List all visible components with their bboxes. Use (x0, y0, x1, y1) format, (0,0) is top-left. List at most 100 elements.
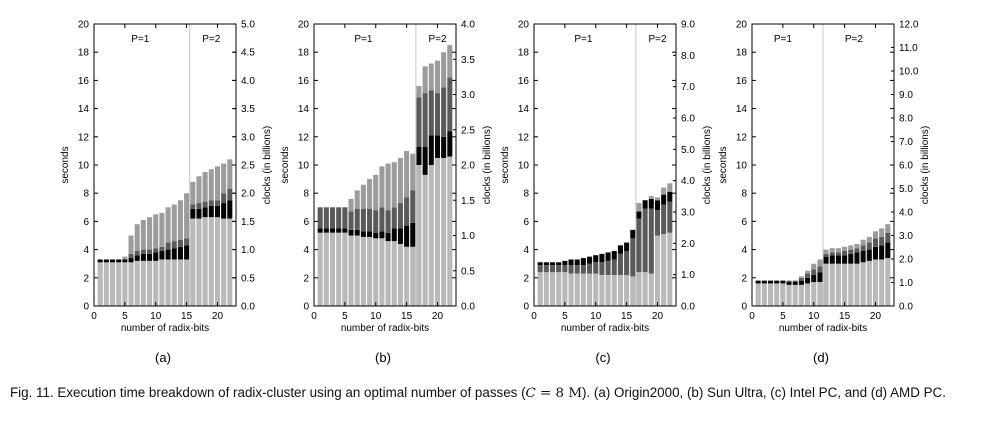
bar-segment (391, 228, 397, 242)
chart-panel-2: 0 2 4 6 8 10 12 14 16 18 20 0.0 0.5 1.0 1.5 2.0 2.5 3.0 3.… (280, 20, 493, 366)
y2-tick-label: 1.0 (241, 245, 255, 256)
bar-segment (190, 218, 196, 306)
bar-segment (580, 273, 586, 306)
bar-segment (661, 234, 667, 306)
y-tick-label: 14 (78, 104, 90, 115)
bar-segment (116, 259, 122, 263)
bar-segment (842, 246, 848, 252)
bar-segment (872, 238, 879, 247)
y-tick-label: 2 (741, 273, 747, 284)
y-tick-label: 6 (303, 217, 309, 228)
bar-segment (562, 260, 568, 266)
y2-tick-label: 2.0 (241, 189, 255, 200)
bar-segment (835, 255, 841, 264)
bar-segment (323, 228, 329, 233)
bar-segment (636, 218, 642, 273)
y-tick-label: 20 (736, 20, 748, 31)
bar-segment (190, 208, 196, 219)
bar-segment (811, 282, 817, 306)
bar-segment (147, 249, 153, 254)
caption-math-unit: M (568, 386, 583, 401)
caption-math-eq: = 8 (535, 386, 569, 401)
bar-segment (208, 205, 214, 218)
y2-tick-label: 3.0 (681, 208, 695, 219)
bar-segment (147, 217, 153, 250)
bar-segment (214, 217, 221, 306)
bar-segment (661, 187, 667, 195)
bar-segment (549, 272, 556, 306)
x-tick-label: 10 (150, 311, 162, 322)
panel-label: (b) (375, 350, 391, 365)
bar-segment (805, 273, 811, 278)
bar-segment (434, 157, 441, 306)
y2-tick-label: 4.0 (461, 20, 475, 31)
bar-segment (379, 231, 385, 239)
y-tick-label: 12 (78, 132, 90, 143)
bar-segment (661, 204, 667, 235)
bar-segment (404, 246, 410, 306)
panel-label: (d) (813, 350, 829, 365)
y-tick-label: 20 (78, 20, 90, 31)
bar-segment (755, 283, 761, 306)
bar-segment (848, 249, 854, 254)
bar-segment (428, 90, 434, 136)
bar-segment (636, 272, 642, 306)
bar-segment (599, 253, 605, 263)
bar-segment (835, 252, 841, 256)
bar-segment (556, 265, 562, 273)
bar-segment (866, 236, 872, 243)
y-tick-label: 14 (518, 104, 530, 115)
bar-segment (767, 280, 774, 284)
y-tick-label: 8 (303, 189, 309, 200)
bar-segment (829, 252, 835, 256)
y2-tick-label: 3.5 (241, 104, 255, 115)
x-tick-label: 0 (91, 311, 97, 322)
bar-segment (630, 276, 636, 306)
bar-segment (348, 235, 354, 306)
bar-segment (391, 241, 397, 306)
bar-segment (159, 212, 165, 247)
bar-segment (221, 163, 227, 194)
x-tick-label: 0 (311, 311, 317, 322)
bar-segment (661, 194, 667, 205)
bar-segment (122, 262, 128, 306)
bar-segment (549, 265, 556, 273)
bar-segment (593, 273, 599, 306)
bar-segment (798, 276, 804, 278)
bar-segment (842, 255, 848, 264)
x-axis-title: number of radix-bits (341, 323, 429, 334)
bar-segment (829, 255, 835, 264)
bar-segment (140, 260, 146, 306)
bar-segment (416, 146, 422, 165)
bar-segment (202, 207, 208, 218)
y2-tick-label: 9.0 (899, 90, 913, 101)
bar-segment (786, 280, 792, 283)
y-axis-title: seconds (60, 146, 71, 183)
bar-segment (227, 200, 233, 219)
y2-tick-label: 1.5 (461, 196, 475, 207)
x-tick-label: 20 (212, 311, 224, 322)
bar-segment (342, 207, 348, 229)
bar-segment (593, 262, 599, 274)
y-tick-label: 0 (741, 302, 747, 313)
y-tick-label: 10 (78, 161, 90, 172)
bar-segment (134, 251, 140, 256)
bar-segment (385, 163, 391, 211)
bar-segment (385, 232, 391, 242)
bar-segment (373, 210, 379, 233)
bar-segment (605, 252, 611, 261)
bar-segment (805, 283, 811, 306)
bar-segment (811, 263, 817, 270)
y-tick-label: 2 (303, 273, 309, 284)
bar-segment (379, 207, 385, 232)
bar-segment (329, 232, 336, 306)
bar-segment (580, 258, 586, 266)
bar-segment (767, 283, 774, 306)
bar-segment (410, 153, 416, 191)
bar-segment (385, 210, 391, 233)
y2-tick-label: 2.5 (461, 125, 475, 136)
y2-tick-label: 8.0 (681, 51, 695, 62)
x-tick-label: 15 (401, 311, 413, 322)
x-tick-label: 20 (870, 311, 882, 322)
